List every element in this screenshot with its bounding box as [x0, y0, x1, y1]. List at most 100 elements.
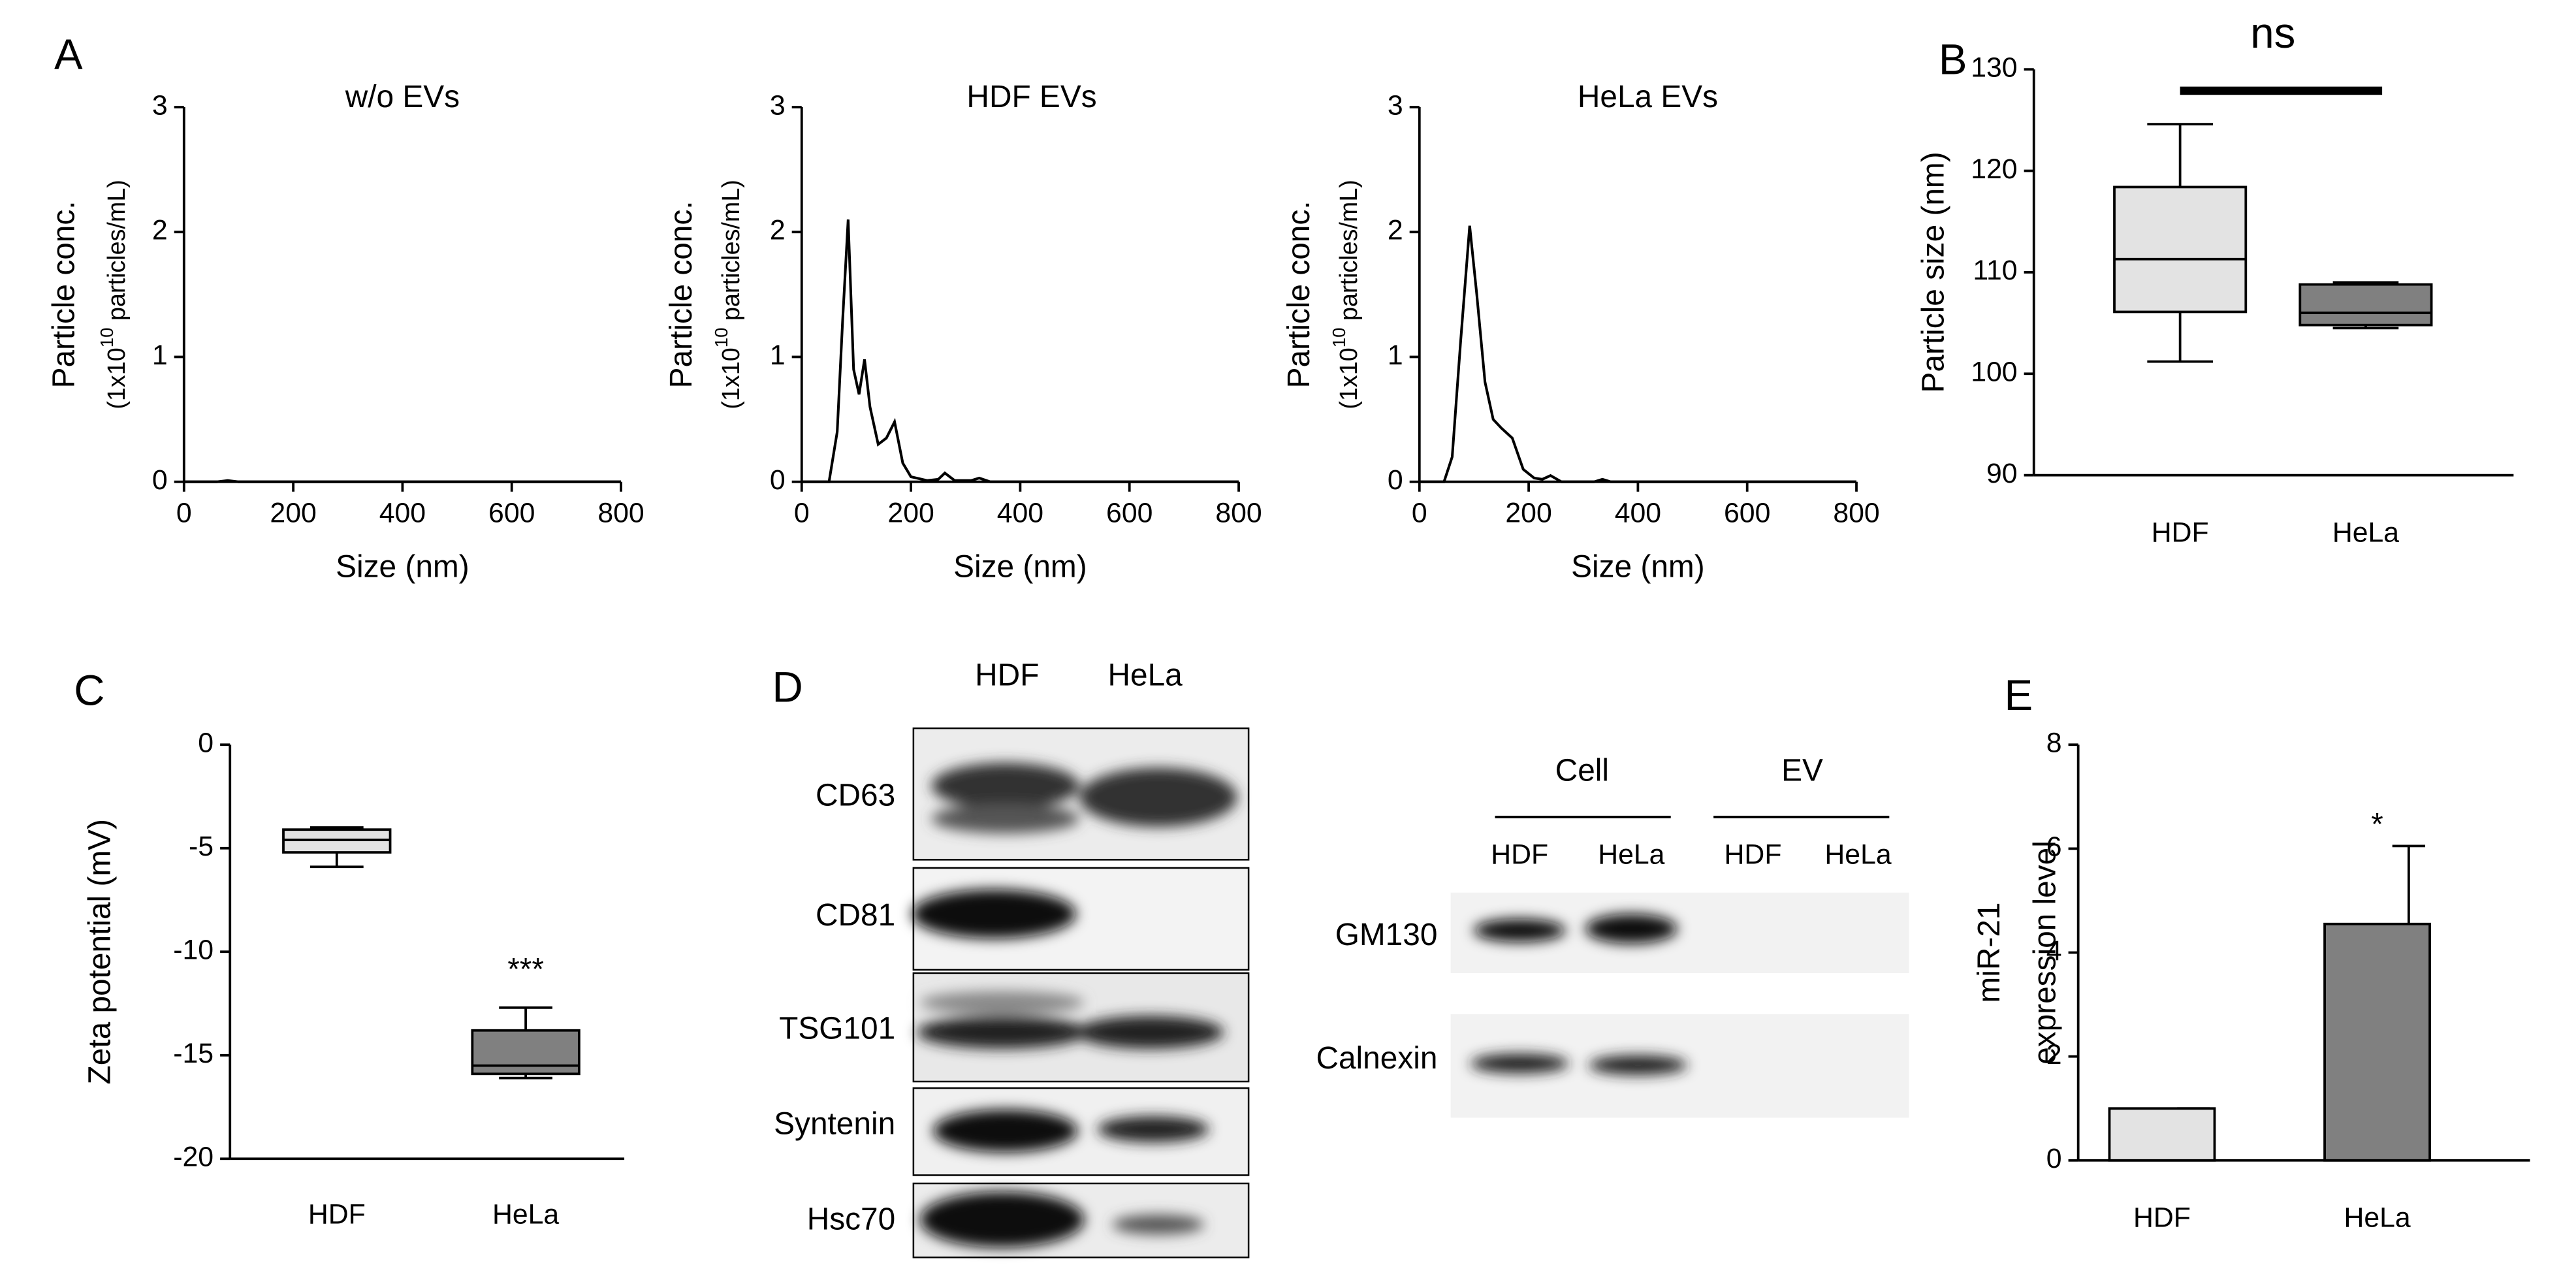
protein-label: Calnexin	[1316, 1041, 1437, 1076]
x-axis-label: Size (nm)	[336, 550, 469, 585]
x-tick-label: 400	[379, 497, 426, 528]
x-tick-label: 800	[597, 497, 644, 528]
band	[931, 762, 1079, 809]
lane-label: HeLa	[1824, 839, 1891, 871]
box	[2113, 185, 2248, 313]
sublabel-part: (1x10	[1335, 347, 1362, 409]
y-tick-label: 120	[1971, 153, 2017, 185]
x-tick-label: HDF	[2152, 517, 2209, 549]
panel-label: D	[772, 664, 803, 711]
x-tick-label: 0	[176, 497, 192, 528]
sublabel-sup: 10	[1329, 328, 1349, 348]
row-label: Syntenin	[774, 1107, 895, 1142]
y-axis-sublabel: (1x1010 particles/mL)	[97, 180, 130, 409]
y-tick-label: 130	[1971, 52, 2017, 83]
row-label: TSG101	[779, 1012, 895, 1046]
y-tick-label: -10	[173, 935, 214, 966]
x-tick-label: HeLa	[492, 1199, 559, 1230]
panel-label: C	[74, 667, 104, 714]
x-tick-label: 200	[887, 497, 934, 528]
western-blot: D HDF HeLa CD63 CD81 TSG101 Syntenin Hsc…	[772, 658, 1909, 1259]
band	[919, 991, 1085, 1014]
protein-label: GM130	[1335, 918, 1438, 952]
band	[1470, 1053, 1569, 1074]
band	[919, 1191, 1085, 1248]
significance: ***	[507, 952, 544, 987]
x-tick-label: 200	[270, 497, 316, 528]
y-axis-sublabel: (1x1010 particles/mL)	[1329, 180, 1362, 409]
y-tick-label: 4	[2046, 935, 2062, 967]
y-tick-label: -15	[173, 1038, 214, 1069]
data-line	[183, 479, 622, 483]
y-axis-label: Particle conc.	[664, 201, 699, 388]
y-tick-label: 110	[1973, 255, 2017, 286]
x-tick-label: HeLa	[2344, 1202, 2410, 1234]
x-tick-label: HDF	[2133, 1202, 2191, 1234]
band	[1097, 1115, 1209, 1143]
y-tick-label: 90	[1986, 458, 2018, 489]
y-tick-label: 2	[1388, 215, 1403, 246]
box	[2298, 283, 2433, 327]
y-tick-label: -20	[173, 1142, 214, 1173]
y-axis-label: Zeta potential (mV)	[83, 819, 118, 1084]
sublabel-sup: 10	[97, 328, 117, 348]
lane-label: HDF	[1491, 839, 1548, 871]
band	[931, 803, 1079, 834]
y-axis-label: Particle conc.	[1282, 201, 1316, 388]
lane-label: HeLa	[1598, 839, 1664, 871]
data-line	[1419, 225, 1857, 483]
band	[1075, 1016, 1224, 1049]
y-tick-label: 3	[1388, 89, 1403, 121]
bar	[2323, 922, 2431, 1162]
data-line	[801, 219, 1239, 483]
y-tick-label: 2	[2046, 1039, 2062, 1070]
band	[916, 1016, 1088, 1049]
y-tick-label: 6	[2046, 831, 2062, 863]
x-tick-label: 0	[794, 497, 810, 528]
y-axis-label: miR-21	[1972, 902, 2007, 1003]
sublabel-part: particles/mL)	[1335, 180, 1362, 327]
x-tick-label: 800	[1833, 497, 1879, 528]
x-tick-label: 400	[1615, 497, 1661, 528]
x-tick-label: HDF	[308, 1199, 366, 1230]
bar	[2108, 1107, 2216, 1162]
y-tick-label: 1	[1388, 340, 1403, 371]
group-label: EV	[1781, 754, 1823, 788]
x-axis-label: Size (nm)	[1571, 550, 1705, 585]
band	[1588, 1055, 1687, 1075]
panel-label: E	[2004, 671, 2033, 719]
box	[471, 1029, 580, 1076]
y-tick-label: 100	[1971, 357, 2017, 388]
y-tick-label: 0	[1388, 464, 1403, 496]
x-tick-label: 200	[1505, 497, 1551, 528]
y-tick-label: 3	[152, 89, 168, 121]
sublabel-part: particles/mL)	[103, 180, 130, 327]
y-tick-label: 1	[770, 340, 786, 371]
y-axis-label: expression level	[2027, 841, 2062, 1065]
x-tick-label: 600	[1106, 497, 1153, 528]
lane-label: HeLa	[1107, 658, 1183, 693]
x-tick-label: 600	[1724, 497, 1770, 528]
blot-bands	[1470, 914, 1687, 1075]
group-label: Cell	[1555, 754, 1609, 788]
x-tick-label: 400	[997, 497, 1043, 528]
sublabel-part: (1x10	[717, 347, 744, 409]
y-tick-label: -5	[189, 831, 214, 862]
lane-label: HDF	[975, 658, 1039, 693]
blot-bands	[912, 762, 1237, 1248]
y-tick-label: 0	[2046, 1143, 2062, 1174]
row-label: Hsc70	[807, 1202, 895, 1236]
y-axis-sublabel: (1x1010 particles/mL)	[711, 180, 744, 409]
y-tick-label: 2	[152, 215, 168, 246]
y-axis-label: Particle conc.	[46, 201, 81, 388]
band	[1473, 918, 1566, 942]
y-tick-label: 0	[770, 464, 786, 496]
chart-title: w/o EVs	[345, 80, 460, 114]
y-tick-label: 1	[152, 340, 168, 371]
band	[933, 1109, 1078, 1153]
y-tick-label: 0	[152, 464, 168, 496]
band	[1079, 767, 1237, 827]
sublabel-part: particles/mL)	[717, 180, 744, 327]
band	[912, 889, 1076, 939]
